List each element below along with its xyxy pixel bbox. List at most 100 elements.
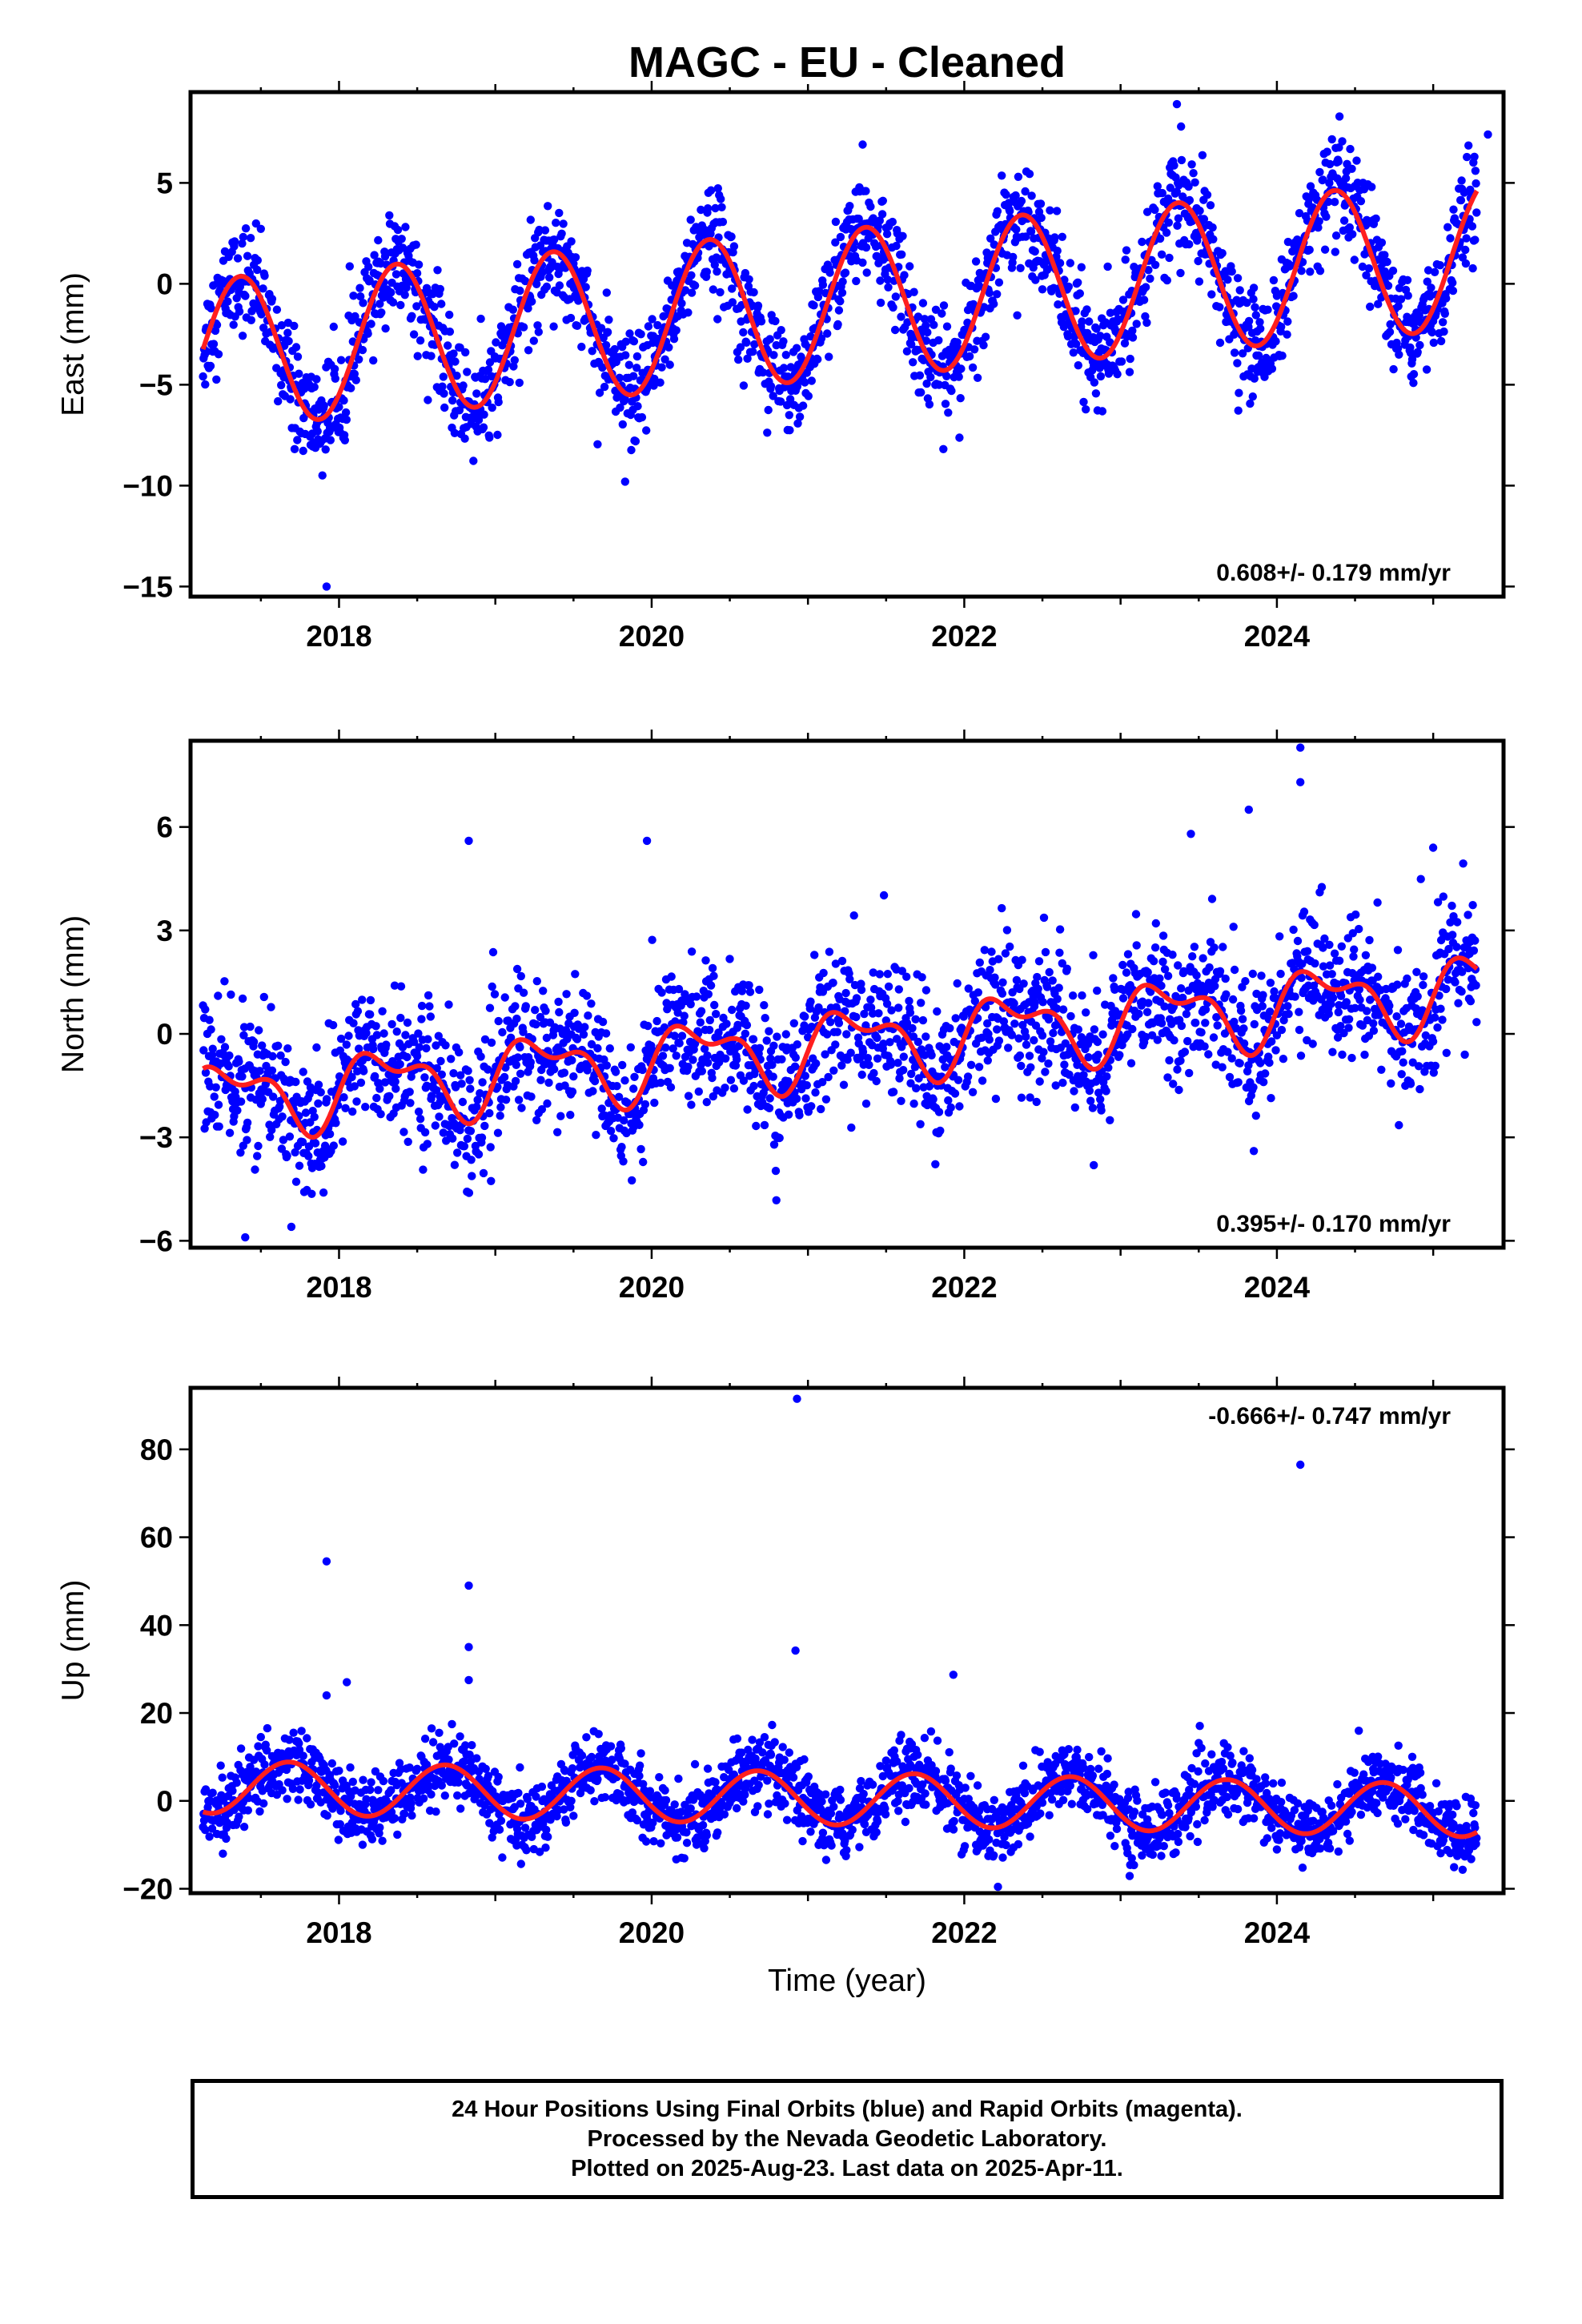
data-point xyxy=(1436,1004,1445,1013)
data-point xyxy=(918,1015,928,1025)
data-point xyxy=(414,1108,424,1116)
data-point xyxy=(1296,1051,1306,1060)
data-point xyxy=(728,284,737,293)
data-point xyxy=(620,1116,628,1125)
data-point xyxy=(908,1023,917,1033)
data-point xyxy=(837,1061,846,1070)
data-point xyxy=(1413,348,1422,356)
data-point xyxy=(511,1002,520,1011)
data-point xyxy=(1403,974,1411,983)
data-point xyxy=(367,320,375,328)
data-point xyxy=(1399,1058,1407,1067)
data-point xyxy=(909,1100,918,1108)
data-point xyxy=(380,252,390,261)
data-point xyxy=(239,1031,248,1040)
data-point xyxy=(1058,959,1067,968)
data-point xyxy=(933,1007,942,1016)
outlier-point xyxy=(1428,843,1438,852)
data-point xyxy=(1266,979,1275,987)
data-point xyxy=(1141,283,1150,292)
data-points xyxy=(199,99,1492,591)
data-point xyxy=(876,298,885,308)
data-point xyxy=(1118,296,1128,304)
data-point xyxy=(1419,972,1428,981)
data-point xyxy=(212,375,221,384)
data-point xyxy=(1079,1071,1088,1080)
data-point xyxy=(801,1094,810,1103)
data-point xyxy=(1458,253,1468,262)
data-point xyxy=(448,1719,456,1729)
data-point xyxy=(609,1134,618,1143)
data-point xyxy=(1006,942,1014,951)
data-point xyxy=(792,1094,801,1104)
data-point xyxy=(1142,318,1151,328)
data-point xyxy=(603,328,612,336)
fit-curve xyxy=(200,187,1480,422)
data-point xyxy=(1218,249,1227,258)
data-point xyxy=(420,1735,430,1743)
data-point xyxy=(255,1807,264,1816)
data-point xyxy=(640,1100,650,1109)
data-point xyxy=(628,1176,636,1185)
data-point xyxy=(214,991,223,1000)
data-point xyxy=(616,403,624,412)
data-point xyxy=(1356,197,1366,206)
data-point xyxy=(775,1133,784,1143)
data-point xyxy=(200,1124,209,1133)
data-point xyxy=(1132,320,1141,328)
data-point xyxy=(305,1090,314,1099)
data-point xyxy=(734,355,743,364)
data-point xyxy=(831,959,841,968)
data-point xyxy=(239,232,247,242)
data-point xyxy=(487,1176,496,1186)
data-point xyxy=(555,1007,564,1017)
data-point xyxy=(1363,1007,1371,1015)
data-point xyxy=(872,1076,881,1086)
data-point xyxy=(1275,932,1284,941)
data-point xyxy=(597,1104,606,1113)
data-point xyxy=(944,1096,953,1105)
data-point xyxy=(260,271,269,280)
data-point xyxy=(1449,205,1458,214)
data-point xyxy=(369,1044,378,1054)
data-point xyxy=(312,375,321,384)
data-point xyxy=(1398,1047,1407,1055)
data-point xyxy=(376,1110,385,1119)
data-point xyxy=(352,1097,361,1106)
data-point xyxy=(1158,188,1167,198)
data-point xyxy=(253,1152,262,1160)
data-point xyxy=(795,412,805,421)
data-point xyxy=(534,328,543,336)
data-point xyxy=(409,1037,419,1047)
data-point xyxy=(432,1807,440,1816)
data-point xyxy=(1210,943,1219,952)
outlier-point xyxy=(241,1232,250,1242)
y-axis-label: North (mm) xyxy=(56,915,90,1073)
data-point xyxy=(406,1099,415,1108)
data-point xyxy=(306,1800,315,1809)
data-point xyxy=(298,1137,307,1147)
data-point xyxy=(708,963,717,973)
data-point xyxy=(1299,907,1309,916)
data-point xyxy=(472,1102,481,1112)
data-point xyxy=(420,1128,430,1137)
data-point xyxy=(665,343,673,352)
data-point xyxy=(379,1029,388,1038)
data-point xyxy=(340,436,349,444)
data-point xyxy=(1052,207,1062,215)
data-point xyxy=(1351,910,1360,919)
data-point xyxy=(742,1020,752,1030)
data-point xyxy=(644,1021,652,1031)
data-point xyxy=(549,322,558,331)
data-point xyxy=(377,308,386,317)
data-point xyxy=(1460,1050,1469,1059)
data-point xyxy=(1443,223,1452,231)
data-point xyxy=(921,336,931,345)
data-point xyxy=(884,283,893,292)
data-point xyxy=(519,1027,528,1036)
data-point xyxy=(849,911,858,920)
data-point xyxy=(621,337,630,346)
data-point xyxy=(669,1044,677,1053)
data-point xyxy=(765,1027,773,1035)
